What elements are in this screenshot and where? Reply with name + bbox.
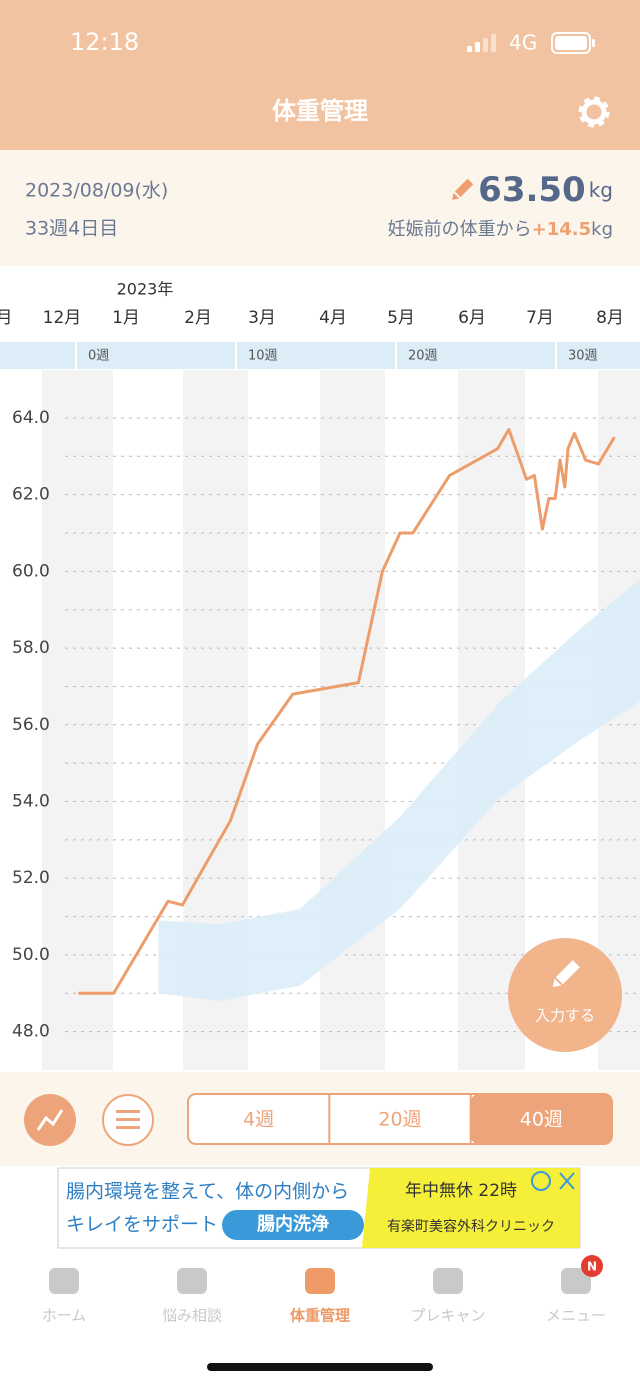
header-title: 体重管理 (272, 97, 368, 125)
gain-unit: kg (591, 219, 613, 240)
week-label: 30週 (568, 349, 598, 364)
recommended-band (158, 579, 640, 1001)
tab-icon (305, 1268, 335, 1294)
month-label: 5月 (387, 308, 415, 328)
y-tick-label: 58.0 (12, 638, 50, 658)
month-label: 6月 (458, 308, 486, 328)
range-selected (470, 1094, 612, 1144)
tab-icon (49, 1268, 79, 1294)
tab-label[interactable]: 体重管理 (290, 1307, 350, 1325)
month-label: 月 (0, 308, 13, 328)
chart: 月 12月 1月 2月 3月 4月 5月 6月 7月 8月 0週 10週 20週 30週 48.0 50.0 5… (0, 308, 640, 1042)
battery-icon (551, 32, 595, 54)
edit-icon[interactable] (449, 178, 474, 203)
week-bar (0, 342, 640, 369)
range-option[interactable]: 4週 (243, 1109, 274, 1131)
month-label: 12月 (43, 308, 82, 328)
tab-icon (433, 1268, 463, 1294)
stripe (42, 370, 113, 1070)
ad-hours: 年中無休 22時 (405, 1181, 517, 1201)
gain-label: 妊娠前の体重から (388, 219, 532, 240)
home-indicator (207, 1363, 433, 1371)
tab-label[interactable]: 悩み相談 (162, 1307, 222, 1325)
ad-clinic: 有楽町美容外科クリニック (387, 1218, 555, 1235)
list-view-button[interactable] (102, 1094, 154, 1146)
summary-week: 33週4日目 (25, 218, 118, 240)
signal-icon (467, 34, 496, 52)
ad-line1: 腸内環境を整えて、体の内側から (66, 1181, 349, 1203)
week-label: 20週 (408, 349, 438, 364)
y-tick-label: 50.0 (12, 945, 50, 965)
month-label: 3月 (248, 308, 276, 328)
status-network: 4G (509, 31, 537, 55)
month-label: 1月 (112, 308, 140, 328)
tab-badge (581, 1255, 603, 1277)
status-time: 12:18 (70, 28, 139, 56)
ad-pill: 腸内洗浄 (257, 1213, 329, 1235)
settings-button[interactable] (578, 96, 610, 128)
tab-icon (177, 1268, 207, 1294)
ad-banner[interactable]: 腸内環境を整えて、体の内側から キレイをサポート 腸内洗浄 年中無休 22時 有… (57, 1167, 581, 1249)
weight-unit: kg (589, 178, 613, 202)
input-button[interactable]: 入力する (508, 938, 622, 1052)
y-tick-label: 62.0 (12, 485, 50, 505)
tab-bar: ホーム 悩み相談 体重管理 プレキャン メニュー N (0, 1250, 640, 1385)
stripe (320, 370, 385, 1070)
tab-icon (561, 1268, 591, 1294)
weight-line (78, 427, 616, 995)
tab-label[interactable]: プレキャン (410, 1307, 485, 1325)
week-label: 10週 (248, 349, 278, 364)
tab-label[interactable]: メニュー (546, 1307, 606, 1325)
month-label: 4月 (319, 308, 347, 328)
summary-weight: 63.50 kg (478, 170, 613, 210)
range-selector: 4週 20週 40週 (187, 1093, 613, 1145)
gain-value: +14.5 (532, 219, 592, 240)
month-label: 7月 (526, 308, 554, 328)
input-button-label: 入力する (535, 1007, 595, 1025)
y-tick-label: 64.0 (12, 408, 50, 428)
summary-date: 2023/08/09(水) (25, 180, 168, 202)
summary-gain: 妊娠前の体重から+14.5kg (388, 219, 613, 240)
y-tick-label: 60.0 (12, 561, 50, 581)
summary-panel (0, 150, 640, 266)
y-tick-label: 54.0 (12, 792, 50, 812)
range-option[interactable]: 40週 (520, 1109, 563, 1131)
header-background (0, 0, 640, 150)
y-tick-label: 52.0 (12, 868, 50, 888)
month-label: 8月 (596, 308, 624, 328)
tab-label[interactable]: ホーム (42, 1307, 87, 1325)
y-tick-label: 56.0 (12, 715, 50, 735)
line-view-button[interactable] (24, 1094, 76, 1146)
year-label: 2023年 (117, 280, 174, 299)
month-label: 2月 (184, 308, 212, 328)
weight-value: 63.50 (478, 170, 586, 210)
y-tick-label: 48.0 (12, 1022, 50, 1042)
week-label: 0週 (88, 349, 109, 364)
tab-badge-label: N (587, 1260, 597, 1274)
ad-line2: キレイをサポート (66, 1214, 218, 1236)
range-option[interactable]: 20週 (378, 1109, 421, 1131)
